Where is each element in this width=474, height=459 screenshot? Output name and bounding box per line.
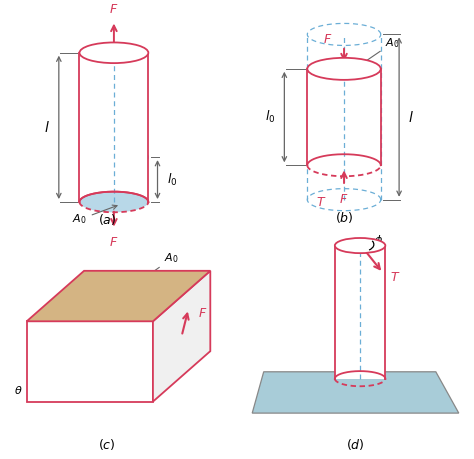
Polygon shape [252,372,459,413]
Text: $\mathit{l_0}$: $\mathit{l_0}$ [167,172,177,188]
Text: $\mathit{F}$: $\mathit{F}$ [109,236,118,249]
Polygon shape [307,69,381,165]
Text: $(c)$: $(c)$ [98,437,116,452]
Text: $\mathit{F}$: $\mathit{F}$ [339,193,349,206]
Text: $\mathit{A_0}$: $\mathit{A_0}$ [128,252,179,289]
Polygon shape [27,271,210,321]
Text: $\mathit{F}$: $\mathit{F}$ [109,3,118,16]
Text: $(b)$: $(b)$ [335,210,353,225]
Text: $\theta$: $\theta$ [14,384,22,396]
Ellipse shape [335,238,385,253]
Text: $\mathit{T}$: $\mathit{T}$ [390,271,401,284]
Ellipse shape [80,191,148,212]
Ellipse shape [307,58,381,80]
Text: $\mathit{F}$: $\mathit{F}$ [198,307,207,320]
Polygon shape [27,321,153,402]
Text: $(d)$: $(d)$ [346,437,365,452]
Polygon shape [335,246,385,379]
Text: $\mathit{A_0}$: $\mathit{A_0}$ [361,36,400,64]
Text: $\phi$: $\phi$ [374,233,383,247]
Text: $\mathit{F}$: $\mathit{F}$ [118,282,128,295]
Text: $\mathit{l}$: $\mathit{l}$ [44,120,50,135]
Ellipse shape [80,42,148,63]
Text: $\mathit{F}$: $\mathit{F}$ [323,33,333,45]
Text: $\mathit{l}$: $\mathit{l}$ [408,110,414,124]
Polygon shape [80,53,148,202]
Text: $\mathit{l_0}$: $\mathit{l_0}$ [264,109,275,125]
Text: $(a)$: $(a)$ [98,212,116,227]
Polygon shape [153,271,210,402]
Text: $\mathit{T}$: $\mathit{T}$ [316,196,326,209]
Text: $\mathit{A_0}$: $\mathit{A_0}$ [72,205,117,226]
